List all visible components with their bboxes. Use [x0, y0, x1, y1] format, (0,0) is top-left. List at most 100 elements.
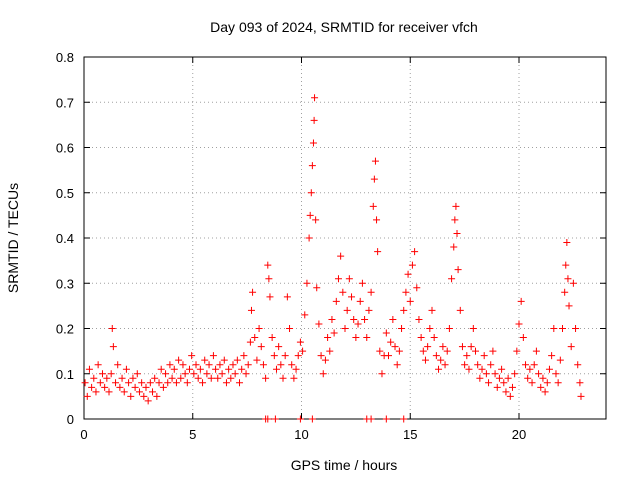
data-point — [155, 379, 163, 387]
data-point — [190, 370, 198, 378]
data-point — [227, 374, 235, 382]
data-point — [175, 356, 183, 364]
data-point — [569, 279, 577, 287]
data-point — [321, 356, 329, 364]
data-point — [125, 379, 133, 387]
data-point — [467, 343, 475, 351]
data-point — [149, 388, 157, 396]
data-point — [108, 325, 116, 332]
data-point — [247, 306, 255, 314]
data-point — [402, 288, 410, 296]
data-point — [453, 229, 461, 237]
data-point — [94, 361, 102, 369]
data-point — [305, 234, 313, 242]
data-point — [166, 361, 174, 369]
data-point — [192, 361, 200, 369]
data-point — [363, 334, 371, 342]
data-point — [445, 325, 453, 332]
data-point — [532, 347, 540, 355]
data-point — [522, 361, 530, 369]
data-point — [266, 293, 274, 301]
data-point — [389, 315, 397, 323]
data-point — [271, 415, 279, 423]
data-point — [246, 338, 254, 346]
data-point — [201, 356, 209, 364]
data-point — [188, 352, 196, 360]
data-point — [292, 365, 300, 373]
data-point — [550, 325, 558, 332]
data-point — [517, 297, 525, 305]
data-point — [183, 379, 191, 387]
data-point — [465, 365, 473, 373]
data-point — [283, 293, 291, 301]
data-point — [268, 334, 276, 342]
y-tick-label: 0.8 — [56, 50, 74, 65]
data-point — [290, 374, 298, 382]
data-point — [452, 202, 460, 210]
data-point — [129, 374, 137, 382]
data-point — [116, 383, 124, 391]
data-point — [157, 365, 165, 373]
data-point — [565, 302, 573, 310]
data-point — [350, 315, 358, 323]
x-tick-label: 15 — [403, 427, 417, 442]
data-point — [131, 383, 139, 391]
data-point — [236, 379, 244, 387]
data-point — [382, 329, 390, 337]
data-point — [101, 383, 109, 391]
data-point — [177, 374, 185, 382]
data-point — [118, 374, 126, 382]
data-point — [279, 374, 287, 382]
data-point — [552, 370, 560, 378]
x-tick-label: 0 — [80, 427, 87, 442]
data-point — [103, 374, 111, 382]
data-point — [554, 379, 562, 387]
y-tick-label: 0.2 — [56, 322, 74, 337]
data-point — [356, 297, 364, 305]
data-point — [127, 392, 135, 400]
data-point — [151, 374, 159, 382]
data-point — [281, 352, 289, 360]
data-point — [417, 334, 425, 342]
y-tick-labels: 0 0.1 0.2 0.3 0.4 0.5 0.6 0.7 0.8 — [56, 50, 74, 427]
data-point — [577, 392, 585, 400]
data-point — [564, 275, 572, 283]
x-tick-label: 5 — [189, 427, 196, 442]
data-point — [400, 306, 408, 314]
data-point — [264, 415, 272, 423]
data-point — [105, 388, 113, 396]
data-point — [109, 343, 117, 351]
data-point — [88, 383, 96, 391]
data-point — [419, 347, 427, 355]
data-point — [244, 361, 252, 369]
data-point — [207, 374, 215, 382]
data-point — [315, 320, 323, 328]
data-point — [308, 415, 316, 423]
data-point — [334, 275, 342, 283]
data-point — [476, 374, 484, 382]
data-point — [309, 139, 317, 147]
data-point — [395, 347, 403, 355]
data-point — [498, 365, 506, 373]
data-point — [482, 370, 490, 378]
data-point — [264, 261, 272, 269]
data-point — [270, 352, 278, 360]
data-point — [181, 370, 189, 378]
data-point — [162, 370, 170, 378]
data-point — [296, 338, 304, 346]
data-point — [495, 374, 503, 382]
data-point — [515, 320, 523, 328]
data-point — [352, 334, 360, 342]
data-point — [511, 370, 519, 378]
data-point — [373, 216, 381, 224]
data-point — [288, 361, 296, 369]
data-point — [400, 415, 408, 423]
data-point — [441, 361, 449, 369]
data-point — [404, 270, 412, 278]
data-point — [474, 361, 482, 369]
data-point — [428, 306, 436, 314]
data-point — [382, 415, 390, 423]
x-tick-label: 10 — [294, 427, 308, 442]
data-point — [489, 347, 497, 355]
data-point — [370, 175, 378, 183]
